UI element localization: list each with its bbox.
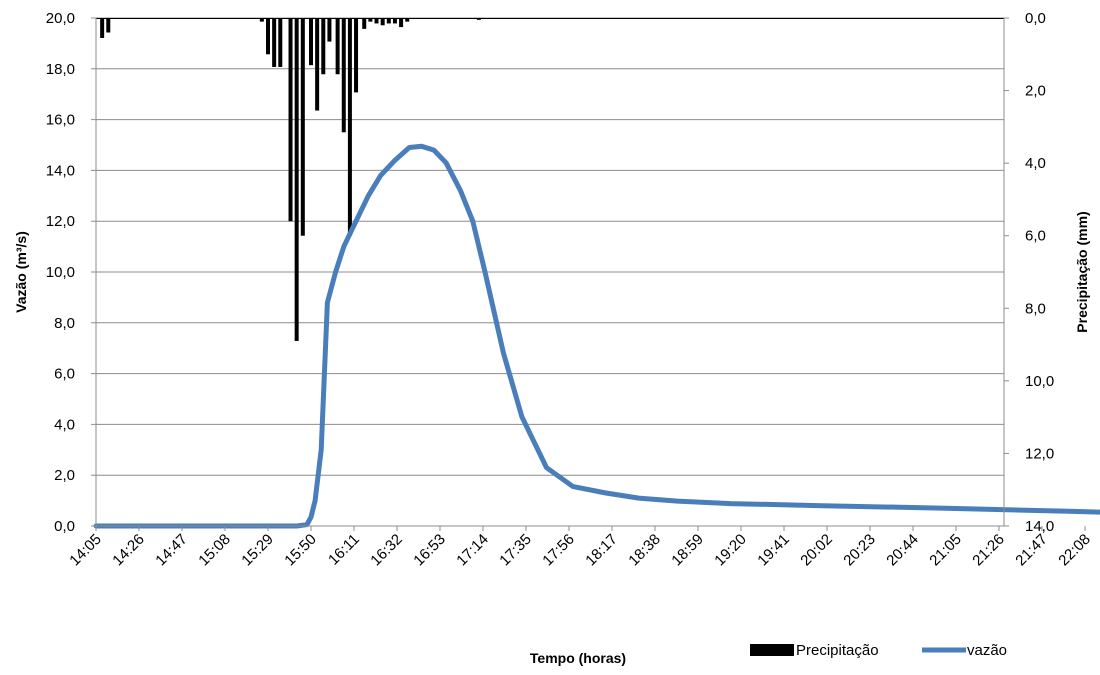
precipitation-bar xyxy=(266,18,270,55)
precipitation-bar xyxy=(100,18,105,38)
y-right-tick-label: 2,0 xyxy=(1025,83,1046,100)
x-tick-label: 18:17 xyxy=(582,531,621,570)
y-right-tick-label: 8,0 xyxy=(1025,300,1046,317)
x-tick-label: 20:02 xyxy=(797,531,836,570)
precipitation-bar xyxy=(300,18,305,236)
legend-swatch-precipitacao xyxy=(750,644,794,656)
y-left-tick-label: 18,0 xyxy=(46,61,75,78)
x-tick-label: 15:29 xyxy=(238,531,277,570)
precipitation-bar xyxy=(380,18,385,26)
x-tick-label: 14:47 xyxy=(152,531,191,570)
y-right-tick-label: 6,0 xyxy=(1025,228,1046,245)
precipitation-bar xyxy=(341,18,346,133)
x-tick-label: 18:38 xyxy=(625,531,664,570)
x-tick-label: 16:32 xyxy=(367,531,406,570)
precipitation-bar xyxy=(335,18,340,75)
legend-label-precipitacao: Precipitação xyxy=(796,642,879,659)
precipitation-bar xyxy=(386,18,391,24)
legend-label-vazao: vazão xyxy=(967,642,1007,659)
x-tick-label: 21:05 xyxy=(926,531,965,570)
precipitation-bar xyxy=(405,18,410,22)
legend: Precipitação vazão xyxy=(750,642,1007,659)
x-tick-label: 16:11 xyxy=(325,531,363,569)
x-tick-label: 14:26 xyxy=(109,531,148,570)
precipitation-bar xyxy=(368,18,373,22)
x-tick-label: 17:14 xyxy=(453,531,492,570)
y-left-tick-label: 14,0 xyxy=(46,162,75,179)
precipitation-bar xyxy=(362,18,367,29)
flow-line xyxy=(93,143,1100,529)
x-tick-label: 20:44 xyxy=(883,531,922,570)
y-left-tick-label: 0,0 xyxy=(54,518,75,535)
precipitation-bar xyxy=(354,18,359,93)
x-tick-label: 17:35 xyxy=(496,531,535,570)
y-left-tick-label: 16,0 xyxy=(46,112,75,129)
precipitation-bar xyxy=(327,18,332,42)
x-tick-label: 22:08 xyxy=(1055,531,1094,570)
precipitation-bar xyxy=(294,18,299,341)
precipitation-bar xyxy=(288,18,293,222)
x-tick-label: 19:41 xyxy=(754,531,793,570)
y-left-tick-label: 12,0 xyxy=(46,213,75,230)
precipitation-bar xyxy=(392,18,397,24)
flow-series-line xyxy=(93,143,1100,529)
precipitation-bar xyxy=(374,18,379,24)
precipitation-bar xyxy=(259,18,264,22)
precipitation-bar xyxy=(278,18,283,67)
y-right-tick-label: 14,0 xyxy=(1025,518,1054,535)
x-tick-label: 21:26 xyxy=(969,531,1008,570)
x-tick-label: 15:08 xyxy=(195,531,234,570)
precipitation-bar xyxy=(309,18,313,66)
x-tick-label: 14:05 xyxy=(66,531,105,570)
x-axis-title: Tempo (horas) xyxy=(530,650,626,666)
precipitation-bars xyxy=(96,18,1004,341)
precipitation-bar xyxy=(315,18,320,111)
precipitation-bar xyxy=(106,18,111,33)
precipitation-bar xyxy=(476,18,481,20)
precipitation-bar xyxy=(272,18,277,67)
precipitation-bar xyxy=(321,18,326,75)
y-right-tick-label: 12,0 xyxy=(1025,445,1054,462)
x-tick-label: 19:20 xyxy=(711,531,750,570)
y-axis-right-title: Precipitação (mm) xyxy=(1074,211,1090,332)
y-left-tick-label: 4,0 xyxy=(54,416,75,433)
y-left-tick-label: 20,0 xyxy=(46,10,75,27)
x-tick-label: 16:53 xyxy=(410,531,449,570)
y-left-tick-label: 10,0 xyxy=(46,264,75,281)
x-tick-label: 18:59 xyxy=(668,531,707,570)
y-right-tick-label: 0,0 xyxy=(1025,10,1046,27)
y-left-tick-label: 8,0 xyxy=(54,315,75,332)
x-tick-label: 17:56 xyxy=(539,531,578,570)
y-left-tick-label: 6,0 xyxy=(54,366,75,383)
precipitation-bar xyxy=(347,18,352,236)
grid-lines xyxy=(96,17,1004,527)
x-tick-label: 20:23 xyxy=(840,531,879,570)
y-right-tick-label: 4,0 xyxy=(1025,155,1046,172)
x-tick-label: 21:47 xyxy=(1012,531,1051,570)
y-left-tick-label: 2,0 xyxy=(54,467,75,484)
axes xyxy=(91,17,1086,531)
y-axis-left-title: Vazão (m³/s) xyxy=(13,231,29,313)
precipitation-bar xyxy=(399,18,404,28)
x-tick-label: 15:50 xyxy=(281,531,320,570)
y-right-tick-label: 10,0 xyxy=(1025,373,1054,390)
